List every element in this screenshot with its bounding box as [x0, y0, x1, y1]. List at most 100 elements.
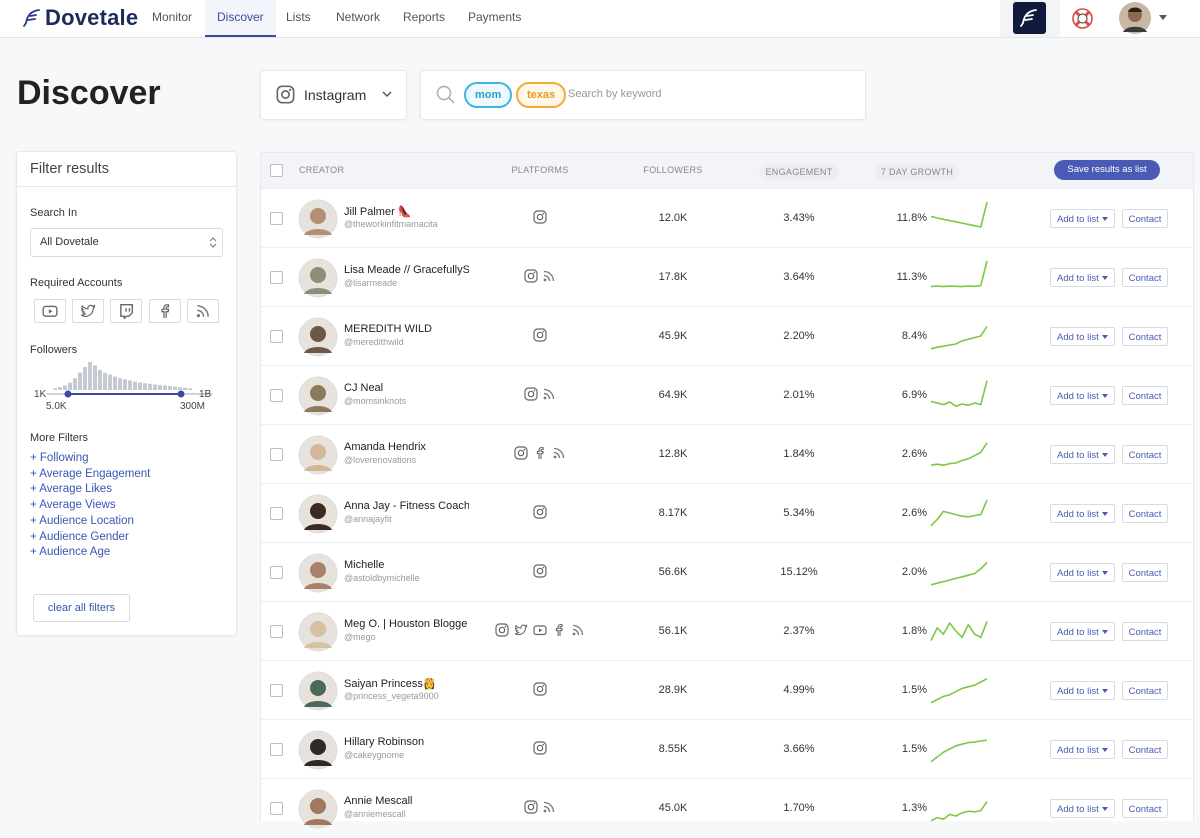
user-avatar[interactable]	[1118, 1, 1152, 35]
filter-link[interactable]: + Average Engagement	[30, 467, 151, 480]
creator-name[interactable]: Saiyan Princess👸	[344, 678, 437, 690]
caret	[1101, 688, 1108, 693]
column-header[interactable]: 7 DAY GROWTH	[874, 164, 960, 180]
nav-item[interactable]: Lists	[286, 10, 311, 24]
creator-avatar[interactable]	[298, 671, 338, 711]
contact-button[interactable]: Contact	[1122, 209, 1168, 228]
creator-avatar[interactable]	[298, 258, 338, 298]
filter-link[interactable]: + Audience Age	[30, 546, 111, 559]
facebook-toggle[interactable]	[149, 299, 181, 323]
button-label: Add to list	[1057, 804, 1099, 815]
add-to-list-button[interactable]: Add to list	[1050, 209, 1115, 228]
row-checkbox[interactable]	[270, 271, 283, 284]
followers-histogram[interactable]	[17, 357, 236, 417]
platform-select[interactable]: Instagram	[260, 70, 407, 120]
contact-button[interactable]: Contact	[1122, 504, 1168, 523]
column-header[interactable]: PLATFORMS	[511, 165, 569, 175]
row-checkbox[interactable]	[270, 330, 283, 343]
creator-avatar[interactable]	[298, 612, 338, 652]
search-chip[interactable]: texas	[516, 82, 567, 108]
clear-filters-button[interactable]: clear all filters	[33, 594, 130, 622]
creator-name[interactable]: Anna Jay - Fitness Coach	[344, 500, 469, 512]
nav-item[interactable]: Discover	[205, 0, 276, 37]
contact-button[interactable]: Contact	[1122, 681, 1168, 700]
select-all-checkbox[interactable]	[270, 164, 283, 177]
column-header[interactable]: CREATOR	[299, 165, 345, 175]
youtube-toggle[interactable]	[34, 299, 66, 323]
add-to-list-button[interactable]: Add to list	[1050, 327, 1115, 346]
filter-link[interactable]: + Audience Location	[30, 514, 134, 527]
add-to-list-button[interactable]: Add to list	[1050, 740, 1115, 759]
creator-name[interactable]: Michelle	[344, 559, 385, 571]
creator-avatar[interactable]	[298, 730, 338, 770]
twitter-toggle[interactable]	[72, 299, 104, 323]
row-checkbox[interactable]	[270, 802, 283, 815]
nav-item[interactable]: Payments	[468, 10, 522, 24]
row-checkbox[interactable]	[270, 507, 283, 520]
creator-avatar[interactable]	[298, 317, 338, 357]
add-to-list-button[interactable]: Add to list	[1050, 563, 1115, 582]
creator-avatar[interactable]	[298, 435, 338, 475]
contact-button[interactable]: Contact	[1122, 799, 1168, 818]
compose-button[interactable]	[1013, 2, 1046, 34]
creator-name[interactable]: Hillary Robinson	[344, 736, 425, 748]
nav-item[interactable]: Network	[336, 10, 381, 24]
creator-avatar[interactable]	[298, 376, 338, 416]
filter-link[interactable]: + Average Likes	[30, 483, 112, 496]
contact-button[interactable]: Contact	[1122, 386, 1168, 405]
brand[interactable]: Dovetale	[45, 5, 139, 30]
nav-item[interactable]: Reports	[403, 10, 446, 24]
row-checkbox[interactable]	[270, 684, 283, 697]
followers: 45.9K	[658, 330, 688, 342]
column-header[interactable]: ENGAGEMENT	[759, 164, 839, 180]
add-to-list-button[interactable]: Add to list	[1050, 386, 1115, 405]
contact-button[interactable]: Contact	[1122, 740, 1168, 759]
add-to-list-button[interactable]: Add to list	[1050, 799, 1115, 818]
add-to-list-button[interactable]: Add to list	[1050, 504, 1115, 523]
contact-button[interactable]: Contact	[1122, 622, 1168, 641]
creator-name[interactable]: Amanda Hendrix	[344, 441, 426, 453]
creator-name[interactable]: Annie Mescall	[344, 795, 413, 807]
creator-avatar[interactable]	[298, 199, 338, 239]
contact-button[interactable]: Contact	[1122, 563, 1168, 582]
contact-button[interactable]: Contact	[1122, 268, 1168, 287]
add-to-list-button[interactable]: Add to list	[1050, 268, 1115, 287]
row-checkbox[interactable]	[270, 625, 283, 638]
add-to-list-button[interactable]: Add to list	[1050, 622, 1115, 641]
filter-link[interactable]: + Audience Gender	[30, 530, 129, 543]
user-menu-caret[interactable]	[1159, 15, 1168, 21]
nav-item[interactable]: Monitor	[152, 10, 193, 24]
contact-button[interactable]: Contact	[1122, 445, 1168, 464]
help-icon[interactable]	[1071, 7, 1094, 30]
filter-link[interactable]: + Following	[30, 452, 89, 464]
creator-name[interactable]: Meg O. | Houston Blogge	[344, 618, 468, 630]
search-chip[interactable]: mom	[464, 82, 513, 108]
creator-name[interactable]: CJ Neal	[344, 382, 384, 394]
save-list-button[interactable]: Save results as list	[1054, 160, 1160, 180]
row-checkbox[interactable]	[270, 448, 283, 461]
creator-name[interactable]: MEREDITH WILD	[344, 323, 432, 335]
row-checkbox[interactable]	[270, 212, 283, 225]
sparkline	[930, 442, 988, 467]
search-in-select[interactable]: All Dovetale	[30, 228, 223, 257]
creator-name[interactable]: Jill Palmer 👠	[344, 206, 412, 218]
rss-toggle[interactable]	[187, 299, 219, 323]
slider-handle[interactable]	[177, 390, 185, 398]
row-checkbox[interactable]	[270, 389, 283, 402]
add-to-list-button[interactable]: Add to list	[1050, 445, 1115, 464]
row-checkbox[interactable]	[270, 566, 283, 579]
creator-handle: @mego	[344, 632, 376, 642]
creator-avatar[interactable]	[298, 494, 338, 534]
column-header[interactable]: FOLLOWERS	[643, 165, 703, 175]
row-checkbox[interactable]	[270, 743, 283, 756]
slider-handle[interactable]	[64, 390, 72, 398]
followers: 45.0K	[658, 802, 688, 814]
twitch-toggle[interactable]	[110, 299, 142, 323]
search-box[interactable]: mom texas Search by keyword	[420, 70, 866, 120]
creator-avatar[interactable]	[298, 553, 338, 593]
filter-link[interactable]: + Average Views	[30, 499, 116, 512]
contact-button[interactable]: Contact	[1122, 327, 1168, 346]
table-row: CJ Neal @momsinknots 64.9K 2.01% 6.9% Add to …	[261, 365, 1193, 425]
add-to-list-button[interactable]: Add to list	[1050, 681, 1115, 700]
creator-name[interactable]: Lisa Meade // GracefullyS	[344, 264, 469, 276]
